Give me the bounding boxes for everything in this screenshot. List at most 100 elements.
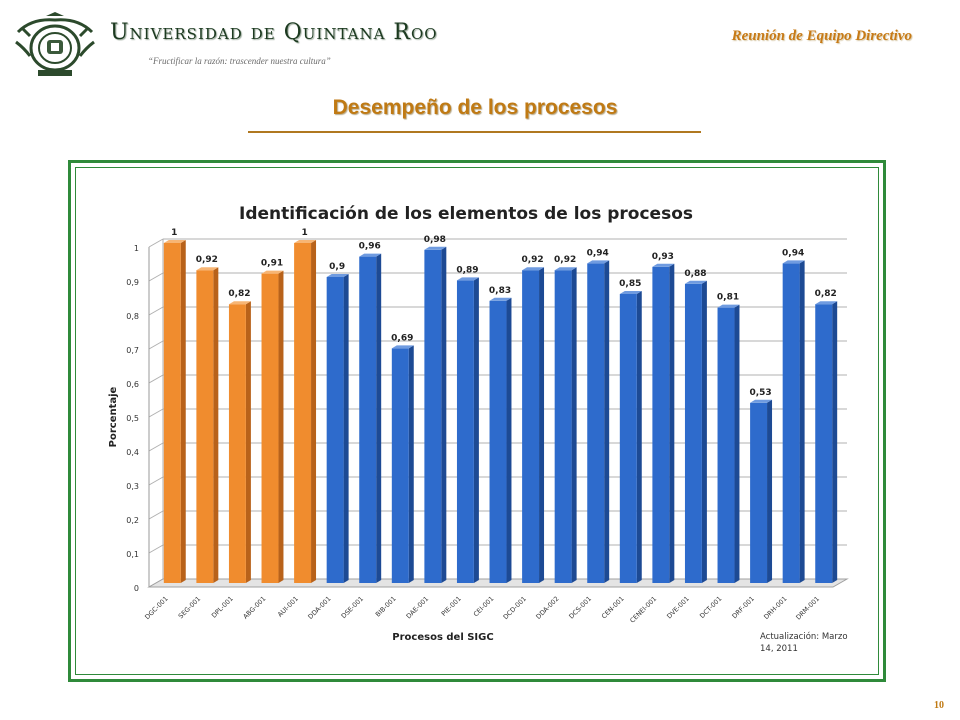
bar-top [261,270,284,274]
x-axis-title: Procesos del SIGC [392,632,493,643]
gridline-depth [148,476,164,486]
bar [294,243,312,583]
bar [228,304,246,583]
bar-side [701,280,707,583]
gridline-depth [148,238,164,248]
x-tick-label: DDA-002 [534,595,560,621]
bar-side [343,274,349,583]
bar-top [619,291,642,294]
y-tick-label: 0,6 [126,380,139,389]
x-tick-label: DPL-001 [210,595,235,620]
data-label: 0,88 [684,269,706,279]
gridline-depth [148,442,164,452]
bar-side [734,304,740,583]
university-motto: “Fructificar la razón: trascender nuestr… [148,56,331,66]
bar-top [163,240,186,243]
university-seal-logo [15,12,95,76]
chart-frame-inner-border [75,167,879,675]
x-tick-label: ABG-001 [242,595,268,621]
bar-top [228,301,251,305]
data-label: 0,82 [815,289,837,299]
data-label: 0,9 [329,262,345,272]
x-tick-label: DDA-001 [306,595,332,621]
bar-side [571,267,577,583]
bar [782,263,800,583]
bar [815,304,833,583]
bar [489,300,507,583]
y-tick-label: 1 [134,244,139,253]
bar-side [767,399,773,583]
bar-side [604,260,610,583]
bar-top [815,301,838,305]
bar-top [782,260,805,264]
data-label: 0,81 [717,293,739,303]
bar-side [669,263,675,583]
x-tick-label: DRH-001 [762,595,788,621]
bar [359,256,377,583]
bar-side [473,277,479,583]
bar-side [539,267,545,583]
bar-side [376,253,382,583]
data-label: 0,92 [521,255,543,265]
chart-frame: Identificación de los elementos de los p… [68,160,886,682]
meeting-title: Reunión de Equipo Directivo [731,28,912,44]
y-tick-label: 0,4 [126,448,139,457]
bar-top [359,253,382,257]
x-tick-label: DSE-001 [340,595,365,620]
bar-chart: Identificación de los elementos de los p… [108,204,849,654]
gridline-depth [148,272,164,282]
bar [554,270,572,583]
data-label: 0,98 [424,235,446,245]
bar-side [180,240,186,583]
x-tick-label: DVE-001 [665,595,691,621]
page-title: Desempeño de los procesos [332,96,618,119]
bar-side [832,301,838,583]
bar-top [554,267,577,271]
x-tick-label: DCS-001 [567,595,593,621]
y-tick-label: 0,1 [126,550,139,559]
bar [717,307,735,583]
x-tick-label: CEI-001 [472,595,496,619]
x-tick-label: SEG-001 [177,595,202,620]
bar [424,249,442,584]
x-tick-label: DRM-001 [794,595,821,622]
x-tick-label: DCT-001 [698,595,723,620]
bar-side [278,270,284,583]
bar-side [245,301,251,583]
bar [619,294,637,583]
data-label: 0,69 [391,333,413,343]
chart-title: Identificación de los elementos de los p… [239,204,693,224]
bar-top [489,297,512,301]
y-tick-label: 0,8 [126,312,139,321]
bar-top [424,246,447,250]
bar-top [294,240,317,243]
data-label: 0,94 [587,248,609,258]
gridline-depth [148,408,164,418]
bar-side [636,291,642,583]
x-tick-label: CENEI-001 [628,595,658,625]
gridline-depth [148,374,164,384]
gridline-depth [148,510,164,520]
data-label: 0,96 [359,242,381,252]
x-tick-label: DGC-001 [143,595,169,621]
x-tick-label: DRF-001 [731,595,756,620]
data-label: 0,93 [652,252,674,262]
bar-top [652,263,675,267]
x-tick-label: BIB-001 [374,595,398,619]
bar-side [213,267,219,583]
gridline-depth [148,340,164,350]
slide-number: 10 [934,700,944,711]
data-label: 1 [171,228,177,238]
data-label: 0,53 [749,388,771,398]
bar [684,283,702,583]
bar [652,266,670,583]
bar-top [326,274,349,277]
y-tick-label: 0,2 [126,516,139,525]
bar-top [717,304,740,308]
title-underline [248,131,701,133]
x-tick-label: DCD-001 [502,595,528,621]
bar [750,402,768,583]
y-tick-label: 0,3 [126,482,139,491]
bar [196,270,214,583]
bar [522,270,540,583]
